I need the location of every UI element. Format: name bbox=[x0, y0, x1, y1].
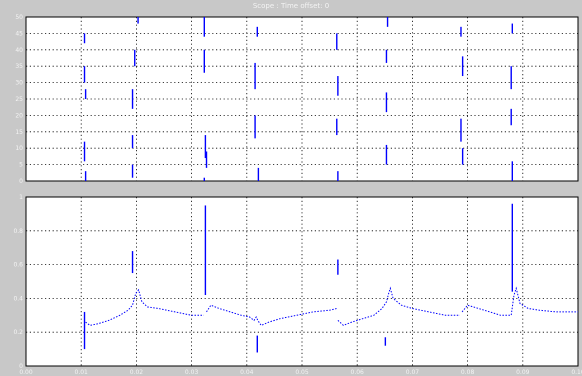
plot-1-ytick: 25 bbox=[15, 96, 23, 103]
plot-1-ytick: 40 bbox=[15, 47, 23, 54]
plot-2-ytick: 0.2 bbox=[13, 329, 23, 336]
trace-curve bbox=[206, 304, 337, 327]
plot-2-ytick: 0.6 bbox=[13, 262, 23, 269]
trace-curve bbox=[461, 286, 578, 316]
plot-1-ytick: 15 bbox=[15, 129, 23, 136]
plot-2-xtick: 0.05 bbox=[295, 369, 309, 376]
plot-2-xtick: 0.04 bbox=[240, 369, 254, 376]
plot-1-ytick: 10 bbox=[15, 145, 23, 152]
plot-2-xtick: 0.06 bbox=[351, 369, 365, 376]
plot-2-xtick: 0.10 bbox=[571, 369, 582, 376]
plot-1-ytick: 0 bbox=[19, 178, 23, 185]
plot-1-ytick: 5 bbox=[19, 162, 23, 169]
plot-2-ytick: 0 bbox=[19, 363, 23, 370]
plot-2-xtick: 0.03 bbox=[185, 369, 199, 376]
plot-2-xtick: 0.00 bbox=[19, 369, 33, 376]
plot-1-ytick: 30 bbox=[15, 80, 23, 87]
plot-2-ytick: 0.4 bbox=[13, 295, 23, 302]
trace-curve bbox=[337, 286, 460, 326]
plot-1-ytick: 50 bbox=[15, 14, 23, 21]
plot-2-ytick: 0.8 bbox=[13, 228, 23, 235]
plot-2-xtick: 0.09 bbox=[516, 369, 530, 376]
plot-2-xtick: 0.02 bbox=[130, 369, 144, 376]
plot-1-ytick: 35 bbox=[15, 63, 23, 70]
plot-1-axes bbox=[25, 16, 579, 182]
plot-2-ytick: 1 bbox=[19, 194, 23, 201]
plot-2-xtick: 0.07 bbox=[406, 369, 420, 376]
plot-1-ytick: 45 bbox=[15, 30, 23, 37]
plot-2-xtick: 0.08 bbox=[461, 369, 475, 376]
window-title: Scope : Time offset: 0 bbox=[252, 2, 330, 10]
plot-2-xtick: 0.01 bbox=[75, 369, 89, 376]
plot-1-ytick: 20 bbox=[15, 112, 23, 119]
